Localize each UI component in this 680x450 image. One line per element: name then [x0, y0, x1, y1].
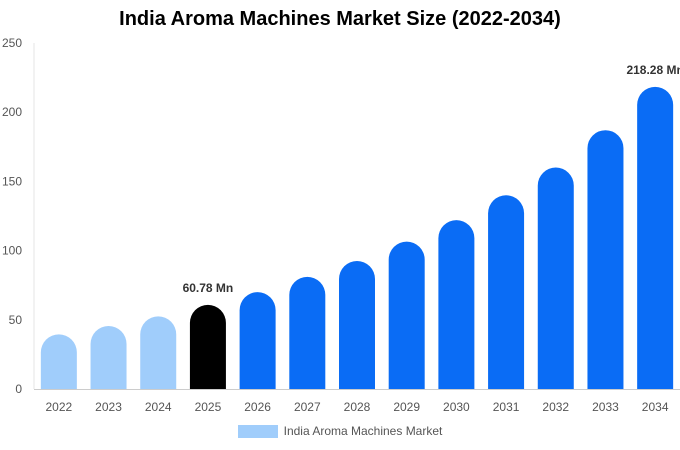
bar-2032 [537, 167, 574, 389]
x-tick-label: 2026 [244, 400, 271, 414]
bar-2024 [140, 316, 177, 389]
bar-2027 [289, 276, 326, 389]
bar-2033 [587, 130, 624, 389]
bar-2034 [637, 86, 674, 389]
bar-2022 [40, 334, 77, 389]
legend-swatch [237, 424, 278, 438]
x-tick-label: 2022 [45, 400, 72, 414]
x-tick-label: 2029 [393, 400, 420, 414]
x-tick-label: 2028 [344, 400, 371, 414]
bar-series [40, 86, 674, 389]
bar-2031 [488, 195, 525, 389]
x-tick-label: 2032 [542, 400, 569, 414]
x-tick-label: 2024 [145, 400, 172, 414]
bar-2026 [239, 292, 276, 389]
x-tick-label: 2023 [95, 400, 122, 414]
y-axis-ticks: 0 50 100 150 200 250 [2, 36, 22, 396]
x-tick-label: 2027 [294, 400, 321, 414]
chart-title: India Aroma Machines Market Size (2022-2… [119, 8, 561, 30]
legend-label: India Aroma Machines Market [283, 424, 443, 438]
x-tick-label: 2033 [592, 400, 619, 414]
x-tick-label: 2034 [642, 400, 669, 414]
bar-2030 [438, 220, 475, 389]
y-tick-label: 100 [2, 244, 22, 258]
legend: India Aroma Machines Market [0, 424, 680, 438]
x-tick-label: 2030 [443, 400, 470, 414]
y-tick-label: 0 [15, 382, 22, 396]
data-labels: 60.78 Mn 218.28 Mn [183, 63, 680, 295]
bar-2029 [388, 241, 425, 389]
x-tick-label: 2031 [493, 400, 520, 414]
bar-2025 [189, 304, 226, 389]
y-tick-label: 50 [9, 313, 23, 327]
y-tick-label: 250 [2, 36, 22, 50]
x-tick-label: 2025 [195, 400, 222, 414]
y-tick-label: 150 [2, 174, 22, 188]
bar-2028 [339, 260, 375, 389]
x-axis-ticks: 2022 2023 2024 2025 2026 2027 2028 2029 2030 2031… [45, 400, 668, 414]
bar-2023 [90, 326, 127, 389]
data-label-2025: 60.78 Mn [183, 281, 234, 295]
y-tick-label: 200 [2, 105, 22, 119]
data-label-2034: 218.28 Mn [626, 63, 680, 77]
